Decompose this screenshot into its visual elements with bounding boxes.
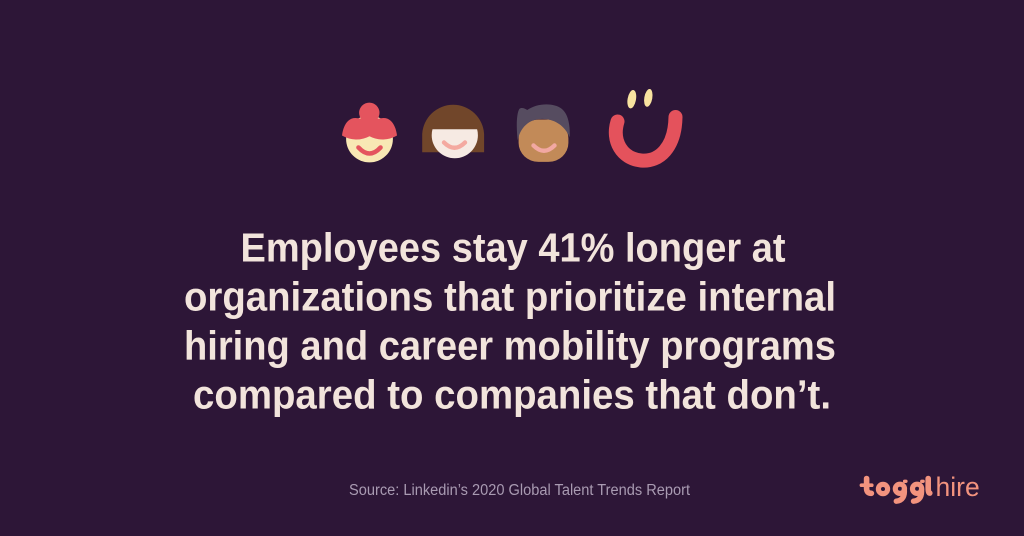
- svg-text:Source: Linkedin’s 2020 Global: Source: Linkedin’s 2020 Global Talent Tr…: [349, 482, 691, 499]
- svg-text:hire: hire: [936, 472, 980, 502]
- svg-text:hiring and career mobility pro: hiring and career mobility programs: [184, 323, 836, 369]
- svg-text:organizations that prioritize: organizations that prioritize internal: [184, 274, 836, 320]
- svg-text:Employees stay 41% longer at: Employees stay 41% longer at: [241, 225, 786, 271]
- svg-text:compared to companies that don: compared to companies that don’t.: [193, 372, 831, 418]
